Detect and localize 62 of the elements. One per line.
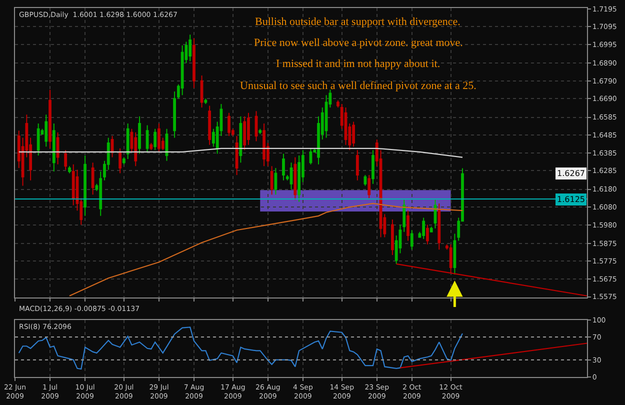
candlestick bbox=[200, 75, 204, 108]
candlestick bbox=[258, 128, 262, 135]
candlestick bbox=[290, 162, 293, 190]
candlestick bbox=[173, 91, 176, 138]
candlestick bbox=[44, 114, 48, 148]
candlestick bbox=[228, 112, 230, 136]
candlestick bbox=[91, 162, 94, 196]
candlestick bbox=[192, 38, 196, 88]
candlestick bbox=[406, 210, 410, 242]
candlestick bbox=[48, 89, 52, 149]
ref-line-label: 1.6125 bbox=[557, 195, 585, 204]
candlestick bbox=[84, 155, 86, 216]
annotation: Price now well above a pivot zone. great move. bbox=[254, 37, 464, 49]
candlestick bbox=[208, 105, 212, 146]
candlestick bbox=[52, 123, 56, 172]
candlestick bbox=[352, 121, 355, 148]
candlestick bbox=[434, 199, 437, 229]
candlestick bbox=[138, 116, 141, 154]
annotation: Bullish outside bar at support with divergence. bbox=[255, 16, 461, 28]
candlestick bbox=[118, 148, 122, 174]
candlestick bbox=[154, 128, 157, 151]
candlestick bbox=[402, 199, 406, 232]
candlestick bbox=[410, 230, 414, 250]
annotation: Unusual to see such a well defined pivot zone at a 25. bbox=[240, 80, 477, 92]
line-series bbox=[18, 148, 464, 158]
candlestick bbox=[99, 170, 102, 216]
candlestick bbox=[180, 44, 184, 96]
candlestick bbox=[282, 153, 285, 181]
candlestick bbox=[372, 150, 374, 184]
candlestick bbox=[134, 132, 138, 167]
candlestick bbox=[243, 116, 246, 151]
candlestick bbox=[146, 124, 149, 152]
candlestick bbox=[274, 167, 278, 196]
candlestick bbox=[438, 202, 441, 250]
candlestick bbox=[64, 150, 68, 170]
candlestick bbox=[150, 142, 153, 151]
candlestick bbox=[235, 135, 238, 176]
candlestick bbox=[336, 100, 340, 108]
candlestick bbox=[36, 123, 40, 156]
annotation: I missed it and im not happy about it. bbox=[276, 58, 440, 70]
candlestick bbox=[158, 123, 160, 152]
candlestick bbox=[356, 150, 359, 181]
candlestick bbox=[422, 217, 426, 240]
candlestick bbox=[188, 34, 192, 62]
candlestick bbox=[165, 128, 168, 162]
line-series bbox=[68, 202, 464, 296]
candlestick bbox=[126, 123, 130, 160]
candlestick bbox=[390, 218, 394, 256]
candlestick bbox=[368, 174, 371, 199]
candlestick bbox=[239, 116, 242, 164]
candlestick bbox=[204, 98, 208, 104]
candlestick bbox=[294, 156, 297, 200]
candlestick bbox=[68, 166, 71, 174]
annotation: 1.6267 bbox=[557, 169, 585, 178]
candlestick bbox=[262, 123, 266, 167]
candlestick bbox=[254, 110, 258, 142]
candlestick bbox=[56, 132, 60, 165]
candlestick bbox=[110, 135, 114, 158]
candlestick bbox=[122, 156, 126, 165]
candlestick bbox=[309, 148, 312, 165]
candlestick bbox=[426, 224, 429, 245]
candlestick bbox=[270, 166, 274, 196]
